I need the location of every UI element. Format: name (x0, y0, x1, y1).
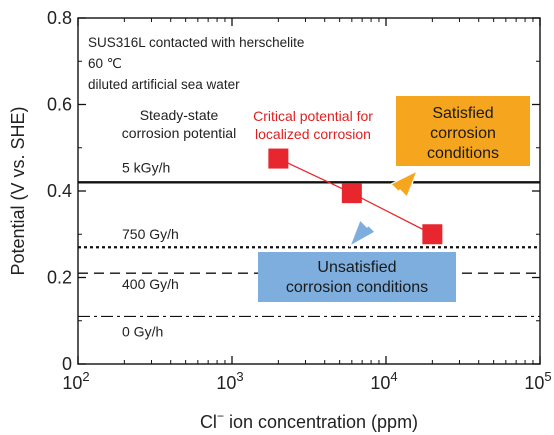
info-text: diluted artificial sea water (88, 77, 240, 92)
y-tick-label: 0.2 (47, 268, 72, 288)
reference-line-label: 5 kGy/h (122, 159, 170, 175)
reference-line-label: 0 Gy/h (122, 323, 163, 339)
steady-state-label: corrosion potential (122, 125, 236, 141)
data-point (268, 148, 289, 169)
critical-potential-label: localized corrosion (255, 126, 371, 142)
unsatisfied-box-text: Unsatisfied (317, 259, 396, 276)
data-layer: Satisfied corrosion conditions Unsatisfied c… (258, 96, 530, 302)
unsatisfied-box (258, 252, 456, 302)
steady-state-label: Steady-state (140, 107, 219, 123)
axis-ticks: 0 0.2 0.4 0.6 0.8 102 103 104 105 (47, 8, 552, 393)
satisfied-box (396, 96, 530, 166)
satisfied-box-text: conditions (427, 145, 499, 162)
satisfied-box-text: corrosion (430, 125, 496, 142)
reference-line-label: 750 Gy/h (122, 226, 179, 242)
y-axis-title: Potential (V vs. SHE) (8, 106, 28, 275)
y-tick-label: 0 (62, 354, 72, 374)
plot-frame (77, 17, 541, 365)
x-tick-label: 104 (370, 369, 397, 393)
x-tick-label: 102 (62, 369, 89, 393)
x-tick-label: 103 (216, 369, 243, 393)
plot-area-border (77, 17, 541, 365)
unsatisfied-box-text: corrosion conditions (286, 279, 428, 296)
reference-line-label: 400 Gy/h (122, 276, 179, 292)
y-tick-label: 0.6 (47, 95, 72, 115)
y-tick-label: 0.4 (47, 181, 72, 201)
critical-potential-label: Critical potential for (253, 108, 373, 124)
unsatisfied-arrow (348, 212, 381, 248)
x-tick-label: 105 (524, 369, 551, 393)
data-point (341, 183, 362, 204)
x-axis-title: Cl− ion concentration (ppm) (200, 409, 418, 432)
y-tick-label: 0.8 (47, 8, 72, 28)
annotations: 5 kGy/h 750 Gy/h 400 Gy/h 0 Gy/h Cl− ion con… (8, 35, 418, 432)
info-text: SUS316L contacted with herschelite (88, 35, 304, 50)
info-text: 60 ℃ (88, 56, 122, 71)
satisfied-arrow (385, 169, 419, 204)
satisfied-box-text: Satisfied (432, 105, 493, 122)
data-point (422, 224, 443, 245)
